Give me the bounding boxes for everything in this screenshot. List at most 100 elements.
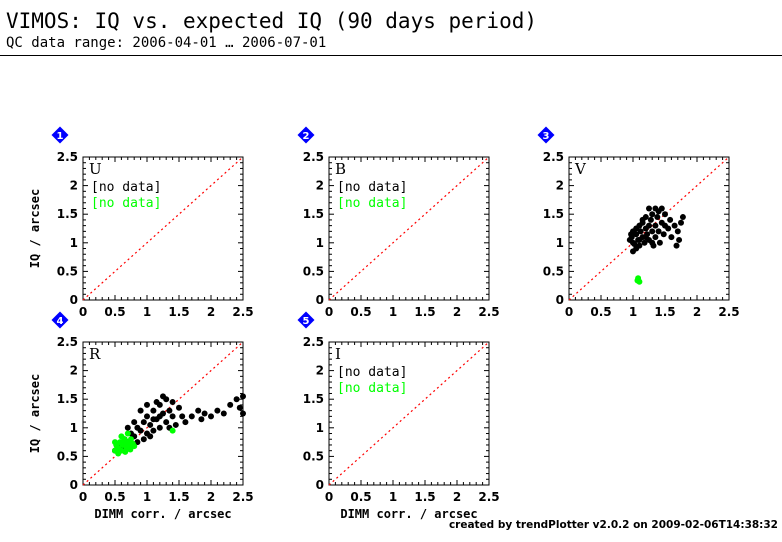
data-point-black: [240, 393, 246, 400]
y-tick-label: 0: [556, 293, 564, 307]
x-tick-label: 2: [207, 490, 215, 504]
data-point-black: [188, 413, 195, 420]
x-tick-label: 0: [325, 490, 333, 504]
reference-line-y-equals-x: [328, 341, 490, 486]
data-point-green: [118, 433, 125, 440]
y-axis-label: IQ / arcsec: [28, 189, 42, 268]
no-data-label: [no data]: [91, 196, 161, 211]
y-tick-label: 2: [70, 179, 78, 193]
x-tick-label: 2.5: [232, 305, 253, 319]
chart-panel-I: 0 0.5 1 1.5 2 2.5 0 0.5 1 1.5 2 2.5 I [no data][no da…: [297, 311, 500, 521]
filter-label: I: [335, 345, 341, 363]
data-point-green: [127, 446, 134, 453]
data-point-black: [166, 407, 173, 414]
y-tick-label: 1: [316, 421, 324, 435]
y-tick-label: 0: [316, 293, 324, 307]
data-point-black: [233, 396, 240, 403]
data-point-black: [631, 240, 638, 247]
y-tick-label: 1: [70, 236, 78, 250]
x-tick-label: 2.5: [478, 305, 499, 319]
x-tick-label: 1.5: [168, 305, 189, 319]
x-tick-label: 1.5: [414, 305, 435, 319]
data-point-black: [668, 234, 675, 241]
x-tick-label: 1: [143, 305, 151, 319]
data-point-black: [147, 433, 154, 440]
x-tick-label: 0: [325, 305, 333, 319]
x-tick-label: 0.5: [104, 305, 125, 319]
y-tick-label: 0.5: [303, 449, 324, 463]
x-tick-label: 0.5: [590, 305, 611, 319]
y-tick-label: 2.5: [57, 335, 78, 349]
data-point-black: [227, 401, 234, 408]
y-tick-label: 1.5: [543, 207, 564, 221]
y-tick-label: 2: [556, 179, 564, 193]
data-point-green: [128, 436, 134, 443]
data-point-black: [140, 419, 147, 426]
data-point-black: [679, 214, 686, 221]
data-point-black: [673, 242, 680, 249]
data-point-black: [628, 231, 635, 238]
data-point-black: [649, 228, 656, 235]
x-tick-label: 2: [453, 490, 461, 504]
data-point-black: [662, 211, 668, 218]
header-divider: [0, 55, 782, 56]
filter-label: U: [89, 160, 102, 178]
data-point-black: [195, 407, 202, 414]
y-tick-label: 2.5: [543, 150, 564, 164]
x-tick-label: 1: [389, 305, 397, 319]
y-tick-label: 2.5: [303, 150, 324, 164]
chart-panel-B: 0 0.5 1 1.5 2 2.5 0 0.5 1 1.5 2 2.5 B [no data][no da…: [297, 126, 500, 319]
data-point-black: [150, 427, 157, 434]
data-point-black: [214, 407, 221, 414]
reference-line-y-equals-x: [82, 341, 244, 486]
data-point-green: [124, 430, 131, 437]
y-tick-label: 0.5: [543, 264, 564, 278]
data-point-black: [641, 239, 648, 246]
data-point-black: [652, 205, 659, 212]
data-point-black: [236, 404, 243, 411]
y-tick-label: 1: [316, 236, 324, 250]
x-axis-label: DIMM corr. / arcsec: [340, 507, 477, 521]
data-point-black: [156, 424, 163, 431]
y-tick-label: 0: [316, 478, 324, 492]
data-point-green: [120, 440, 127, 447]
footer-credit: created by trendPlotter v2.0.2 on 2009-0…: [448, 519, 778, 531]
reference-line-y-equals-x: [82, 156, 244, 301]
data-point-black: [637, 228, 644, 235]
data-point-black: [655, 228, 662, 235]
data-point-black: [660, 231, 667, 238]
x-tick-label: 1: [143, 490, 151, 504]
panel-number: 1: [57, 131, 64, 142]
panel-number: 5: [303, 316, 310, 327]
data-point-black: [646, 222, 652, 229]
panel-number: 4: [57, 316, 64, 327]
y-tick-label: 0.5: [303, 264, 324, 278]
y-tick-label: 0: [70, 293, 78, 307]
data-point-green: [122, 448, 129, 455]
plot-frame: [328, 156, 490, 301]
x-tick-label: 0.5: [104, 490, 125, 504]
reference-line-y-equals-x: [568, 156, 730, 301]
data-point-green: [115, 450, 122, 457]
data-point-black: [201, 410, 208, 417]
data-point-black: [198, 416, 205, 423]
data-point-black: [144, 413, 150, 420]
data-point-black: [636, 236, 643, 243]
panel-number-badge: [537, 126, 555, 144]
data-point-black: [144, 401, 150, 408]
data-point-black: [665, 225, 672, 232]
y-tick-label: 1: [70, 421, 78, 435]
x-tick-label: 1: [629, 305, 637, 319]
no-data-label: [no data]: [337, 381, 407, 396]
data-point-black: [176, 404, 182, 411]
data-point-black: [649, 211, 656, 218]
chart-panel-U: 0 0.5 1 1.5 2 2.5 0 0.5 1 1.5 2 2.5 U [no data][no da…: [28, 126, 254, 319]
y-tick-label: 1.5: [303, 207, 324, 221]
data-point-black: [646, 205, 652, 212]
data-point-black: [649, 239, 656, 246]
y-tick-label: 1: [556, 236, 564, 250]
panel-number-badge: [297, 126, 315, 144]
x-tick-label: 2.5: [718, 305, 739, 319]
no-data-label: [no data]: [337, 196, 407, 211]
